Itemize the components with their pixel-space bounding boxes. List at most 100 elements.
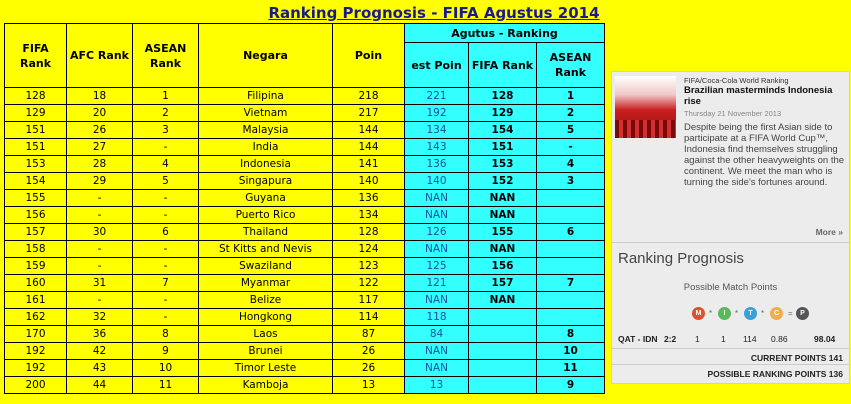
cell-est-poin: 134 [404, 121, 469, 139]
cell-est-fifa-rank: 152 [468, 172, 537, 190]
cell-asean-rank: - [132, 308, 199, 326]
match-t: 114 [743, 334, 757, 344]
cell-est-fifa-rank: NAN [468, 240, 537, 258]
table-row: 192 42 9 Brunei 26 NAN 10 [4, 342, 605, 360]
cell-est-asean-rank: 2 [536, 104, 605, 122]
cell-negara: Swaziland [198, 257, 333, 275]
cell-afc-rank: 42 [66, 342, 133, 360]
match-m: 1 [695, 334, 700, 344]
table-row: 200 44 11 Kamboja 13 13 9 [4, 376, 605, 394]
cell-poin: 128 [332, 223, 405, 241]
cell-fifa-rank: 200 [4, 376, 67, 394]
cell-est-fifa-rank [468, 325, 537, 343]
cell-afc-rank: 27 [66, 138, 133, 156]
cell-poin: 140 [332, 172, 405, 190]
more-link[interactable]: More » [815, 227, 843, 237]
cell-afc-rank: - [66, 291, 133, 309]
match-teams: QAT - IDN [618, 334, 658, 344]
t-factor-icon: T [744, 307, 757, 320]
table-row: 155- - Guyana 136 NAN NAN [4, 189, 605, 207]
cell-poin: 13 [332, 376, 405, 394]
cell-asean-rank: - [132, 206, 199, 224]
cell-afc-rank: - [66, 189, 133, 207]
cell-est-asean-rank [536, 206, 605, 224]
cell-est-fifa-rank: 129 [468, 104, 537, 122]
cell-asean-rank: - [132, 240, 199, 258]
multiply-symbol: * [761, 309, 765, 318]
news-photo[interactable] [615, 76, 676, 138]
cell-asean-rank: 4 [132, 155, 199, 173]
header-poin: Poin [332, 23, 405, 88]
cell-afc-rank: 36 [66, 325, 133, 343]
cell-est-asean-rank [536, 189, 605, 207]
cell-afc-rank: 26 [66, 121, 133, 139]
cell-poin: 136 [332, 189, 405, 207]
cell-est-poin: 84 [404, 325, 469, 343]
cell-afc-rank: 44 [66, 376, 133, 394]
cell-afc-rank: 18 [66, 87, 133, 105]
cell-afc-rank: 31 [66, 274, 133, 292]
cell-est-asean-rank: 10 [536, 342, 605, 360]
table-row: 160 31 7 Myanmar 122 121 157 7 [4, 274, 605, 292]
cell-asean-rank: 11 [132, 376, 199, 394]
table-row: 192 43 10 Timor Leste 26 NAN 11 [4, 359, 605, 377]
cell-negara: India [198, 138, 333, 156]
header-fifa-rank: FIFA Rank [4, 23, 67, 88]
cell-fifa-rank: 153 [4, 155, 67, 173]
cell-fifa-rank: 192 [4, 359, 67, 377]
cell-negara: Indonesia [198, 155, 333, 173]
cell-est-asean-rank: 6 [536, 223, 605, 241]
table-row: 154 29 5 Singapura 140 140 152 3 [4, 172, 605, 190]
header-fifa-rank-est: FIFA Rank [468, 42, 537, 88]
m-factor-icon: M [692, 307, 705, 320]
cell-est-poin: 13 [404, 376, 469, 394]
cell-est-fifa-rank: 151 [468, 138, 537, 156]
cell-est-fifa-rank: NAN [468, 206, 537, 224]
cell-poin: 122 [332, 274, 405, 292]
cell-asean-rank: 7 [132, 274, 199, 292]
cell-est-asean-rank [536, 291, 605, 309]
cell-est-asean-rank [536, 308, 605, 326]
cell-est-poin: NAN [404, 240, 469, 258]
cell-poin: 144 [332, 138, 405, 156]
match-score: 2:2 [664, 334, 677, 344]
cell-afc-rank: 43 [66, 359, 133, 377]
cell-asean-rank: 1 [132, 87, 199, 105]
news-date: Thursday 21 November 2013 [684, 109, 782, 118]
cell-est-poin: 143 [404, 138, 469, 156]
cell-poin: 26 [332, 342, 405, 360]
news-body: Despite being the first Asian side to pa… [684, 122, 845, 188]
cell-negara: Filipina [198, 87, 333, 105]
table-row: 157 30 6 Thailand 128 126 155 6 [4, 223, 605, 241]
table-row: 161- - Belize 117 NAN NAN [4, 291, 605, 309]
cell-afc-rank: 29 [66, 172, 133, 190]
cell-asean-rank: 2 [132, 104, 199, 122]
cell-est-poin: NAN [404, 206, 469, 224]
cell-negara: St Kitts and Nevis [198, 240, 333, 258]
cell-est-asean-rank: 3 [536, 172, 605, 190]
cell-afc-rank: 30 [66, 223, 133, 241]
cell-asean-rank: 9 [132, 342, 199, 360]
cell-negara: Timor Leste [198, 359, 333, 377]
cell-est-poin: 126 [404, 223, 469, 241]
cell-negara: Puerto Rico [198, 206, 333, 224]
cell-negara: Myanmar [198, 274, 333, 292]
match-p: 98.04 [814, 334, 836, 344]
cell-negara: Laos [198, 325, 333, 343]
cell-est-poin: NAN [404, 189, 469, 207]
cell-est-poin: 118 [404, 308, 469, 326]
match-c: 0.86 [771, 334, 788, 344]
news-headline[interactable]: Brazilian masterminds Indonesia rise [684, 85, 833, 107]
cell-fifa-rank: 156 [4, 206, 67, 224]
cell-poin: 218 [332, 87, 405, 105]
news-category: FIFA/Coca-Cola World Ranking [684, 76, 789, 85]
cell-asean-rank: 10 [132, 359, 199, 377]
cell-fifa-rank: 154 [4, 172, 67, 190]
cell-fifa-rank: 162 [4, 308, 67, 326]
cell-est-fifa-rank: 156 [468, 257, 537, 275]
cell-est-asean-rank: 1 [536, 87, 605, 105]
header-afc-rank: AFC Rank [66, 23, 133, 88]
cell-fifa-rank: 151 [4, 138, 67, 156]
cell-est-fifa-rank: 154 [468, 121, 537, 139]
cell-est-asean-rank: 11 [536, 359, 605, 377]
